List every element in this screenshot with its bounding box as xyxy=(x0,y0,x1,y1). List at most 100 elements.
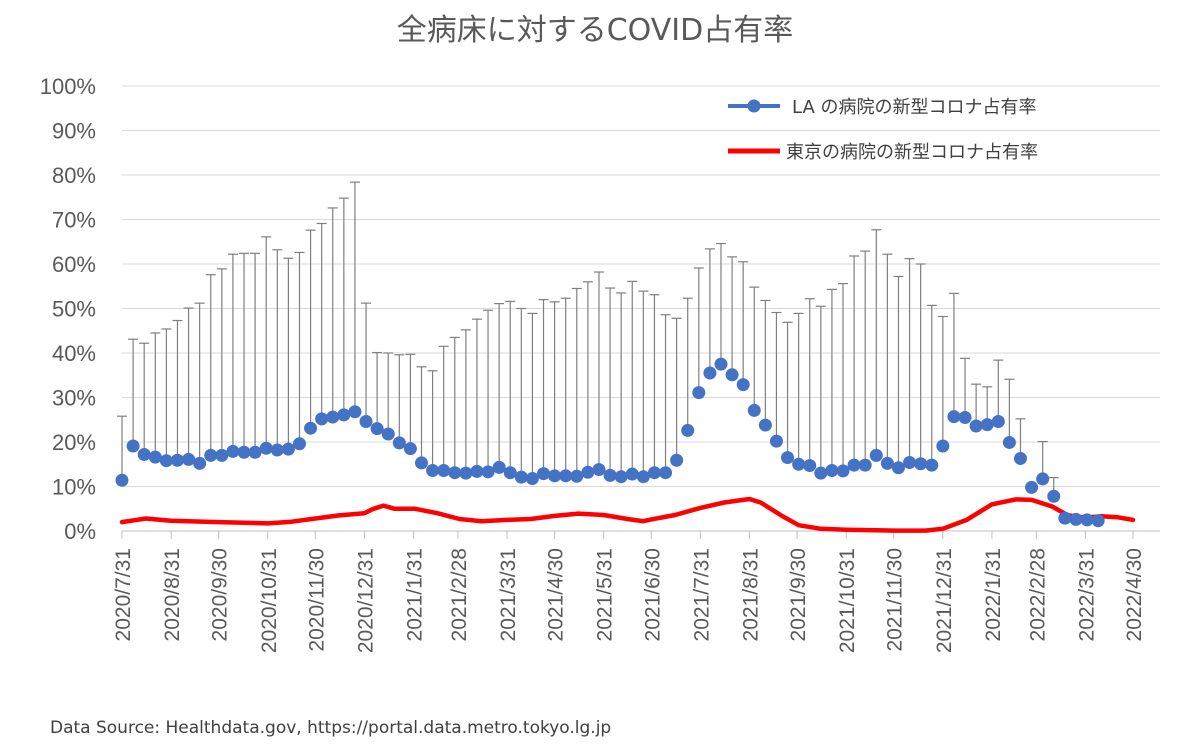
y-tick-label: 20% xyxy=(52,430,96,455)
legend-la-label: LA の病院の新型コロナ占有率 xyxy=(792,97,1036,118)
la-point xyxy=(193,456,207,470)
la-point xyxy=(182,452,196,466)
la-point xyxy=(470,464,484,478)
la-point xyxy=(348,405,362,419)
y-tick-label: 100% xyxy=(40,74,96,99)
la-point xyxy=(559,469,573,483)
la-point xyxy=(681,423,695,437)
x-tick-label: 2021/4/30 xyxy=(545,548,568,641)
x-tick-label: 2020/8/31 xyxy=(161,548,184,641)
la-point xyxy=(481,465,495,479)
la-point xyxy=(148,450,162,464)
x-tick-label: 2021/7/31 xyxy=(690,548,713,641)
la-point xyxy=(537,467,551,481)
la-point xyxy=(248,445,262,459)
la-point xyxy=(614,470,628,484)
la-point xyxy=(259,441,273,455)
la-point xyxy=(670,453,684,467)
x-tick-label: 2021/12/31 xyxy=(933,548,956,653)
la-point xyxy=(769,434,783,448)
x-axis: 2020/7/31 2020/8/31 2020/9/30 2020/10/31 202… xyxy=(112,530,1160,653)
la-point xyxy=(292,437,306,451)
y-tick-label: 80% xyxy=(52,163,96,188)
la-point xyxy=(659,466,673,480)
la-point xyxy=(1047,489,1061,503)
la-point xyxy=(647,466,661,480)
la-point xyxy=(548,469,562,483)
x-tick-label: 2022/1/31 xyxy=(982,548,1005,641)
la-point xyxy=(581,465,595,479)
la-point xyxy=(392,436,406,450)
x-tick-label: 2021/2/28 xyxy=(448,548,471,641)
la-point xyxy=(880,456,894,470)
x-tick-label: 2021/3/31 xyxy=(497,548,520,641)
la-point xyxy=(636,470,650,484)
la-point xyxy=(903,455,917,469)
x-tick-label: 2020/11/30 xyxy=(305,548,328,652)
y-tick-label: 0% xyxy=(64,519,96,544)
la-point xyxy=(381,427,395,441)
x-tick-label: 2022/4/30 xyxy=(1123,548,1146,641)
la-point xyxy=(237,445,251,459)
la-point xyxy=(126,439,140,453)
la-point xyxy=(925,458,939,472)
la-point xyxy=(592,463,606,477)
x-tick-label: 2022/3/31 xyxy=(1075,548,1098,641)
la-point xyxy=(958,411,972,425)
la-point xyxy=(1036,472,1050,486)
la-point xyxy=(692,386,706,400)
la-point xyxy=(747,403,761,417)
y-tick-label: 10% xyxy=(52,475,96,500)
la-point xyxy=(869,448,883,462)
x-tick-label: 2022/2/28 xyxy=(1026,548,1049,641)
la-point xyxy=(625,467,639,481)
la-point xyxy=(858,458,872,472)
legend-la-marker xyxy=(747,99,761,113)
la-point xyxy=(947,410,961,424)
la-point xyxy=(159,454,173,468)
legend: LA の病院の新型コロナ占有率 東京の病院の新型コロナ占有率 xyxy=(728,97,1038,163)
la-point xyxy=(1091,514,1105,528)
la-point xyxy=(847,458,861,472)
la-point xyxy=(459,466,473,480)
y-tick-label: 60% xyxy=(52,252,96,277)
y-tick-label: 50% xyxy=(52,297,96,322)
la-point xyxy=(514,470,528,484)
la-point xyxy=(725,368,739,382)
la-point xyxy=(270,443,284,457)
la-point xyxy=(891,461,905,475)
y-tick-label: 70% xyxy=(52,208,96,233)
x-tick-label: 2021/5/31 xyxy=(594,548,617,641)
x-tick-label: 2020/7/31 xyxy=(112,548,135,641)
la-series xyxy=(115,181,1105,528)
la-point xyxy=(492,460,506,474)
la-point xyxy=(337,408,351,422)
la-point xyxy=(304,421,318,435)
la-point xyxy=(1069,512,1083,526)
la-point xyxy=(326,410,340,424)
la-point xyxy=(736,378,750,392)
la-point xyxy=(703,366,717,380)
la-point xyxy=(969,419,983,433)
la-point xyxy=(414,456,428,470)
tokyo-line xyxy=(119,496,1136,533)
la-point xyxy=(403,442,417,456)
la-point xyxy=(980,418,994,432)
la-point xyxy=(991,415,1005,429)
x-tick-label: 2020/10/31 xyxy=(258,548,281,653)
y-axis: 0% 10% 20% 30% 40% 50% 60% 70% 80% 90% 100% xyxy=(40,74,96,544)
x-tick-label: 2021/1/31 xyxy=(404,548,427,641)
la-point xyxy=(936,439,950,453)
la-point xyxy=(1058,511,1072,525)
y-tick-label: 40% xyxy=(52,341,96,366)
x-tick-label: 2021/9/30 xyxy=(787,548,810,641)
x-tick-label: 2021/8/31 xyxy=(740,548,763,641)
data-source: Data Source: Healthdata.gov, https://por… xyxy=(50,718,611,738)
la-point xyxy=(792,457,806,471)
la-point xyxy=(814,466,828,480)
tokyo-series xyxy=(119,496,1136,533)
x-tick-label: 2021/11/30 xyxy=(884,548,907,652)
la-point xyxy=(570,469,584,483)
x-tick-label: 2021/10/31 xyxy=(836,548,859,653)
